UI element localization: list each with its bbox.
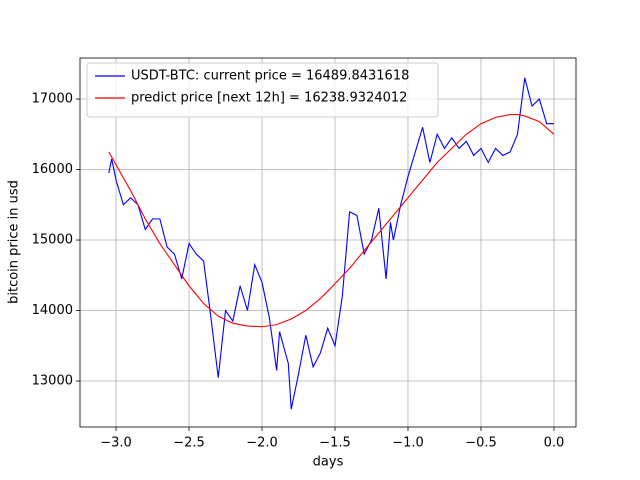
y-tick-label: 15000 [32,233,73,248]
x-tick-label: −2.5 [173,436,205,451]
y-axis-label: bitcoin price in usd [7,180,22,304]
x-tick-label: −3.0 [100,436,132,451]
axes-frame [79,57,577,428]
legend-label: USDT-BTC: current price = 16489.8431618 [131,69,409,84]
y-tick-label: 16000 [32,162,73,177]
data-line [108,113,555,328]
x-tick-label: −1.5 [319,436,351,451]
y-tick-label: 17000 [32,92,73,107]
x-tick-label: −1.0 [392,436,424,451]
x-tick-label: −0.5 [465,436,497,451]
legend-label: predict price [next 12h] = 16238.9324012 [131,91,407,106]
y-tick-label: 13000 [32,374,73,389]
legend-box [86,62,439,118]
x-axis-label: days [313,455,344,470]
x-tick-label: 0.0 [544,436,565,451]
y-tick-label: 14000 [32,303,73,318]
data-line [108,77,554,410]
x-tick-label: −2.0 [246,436,278,451]
